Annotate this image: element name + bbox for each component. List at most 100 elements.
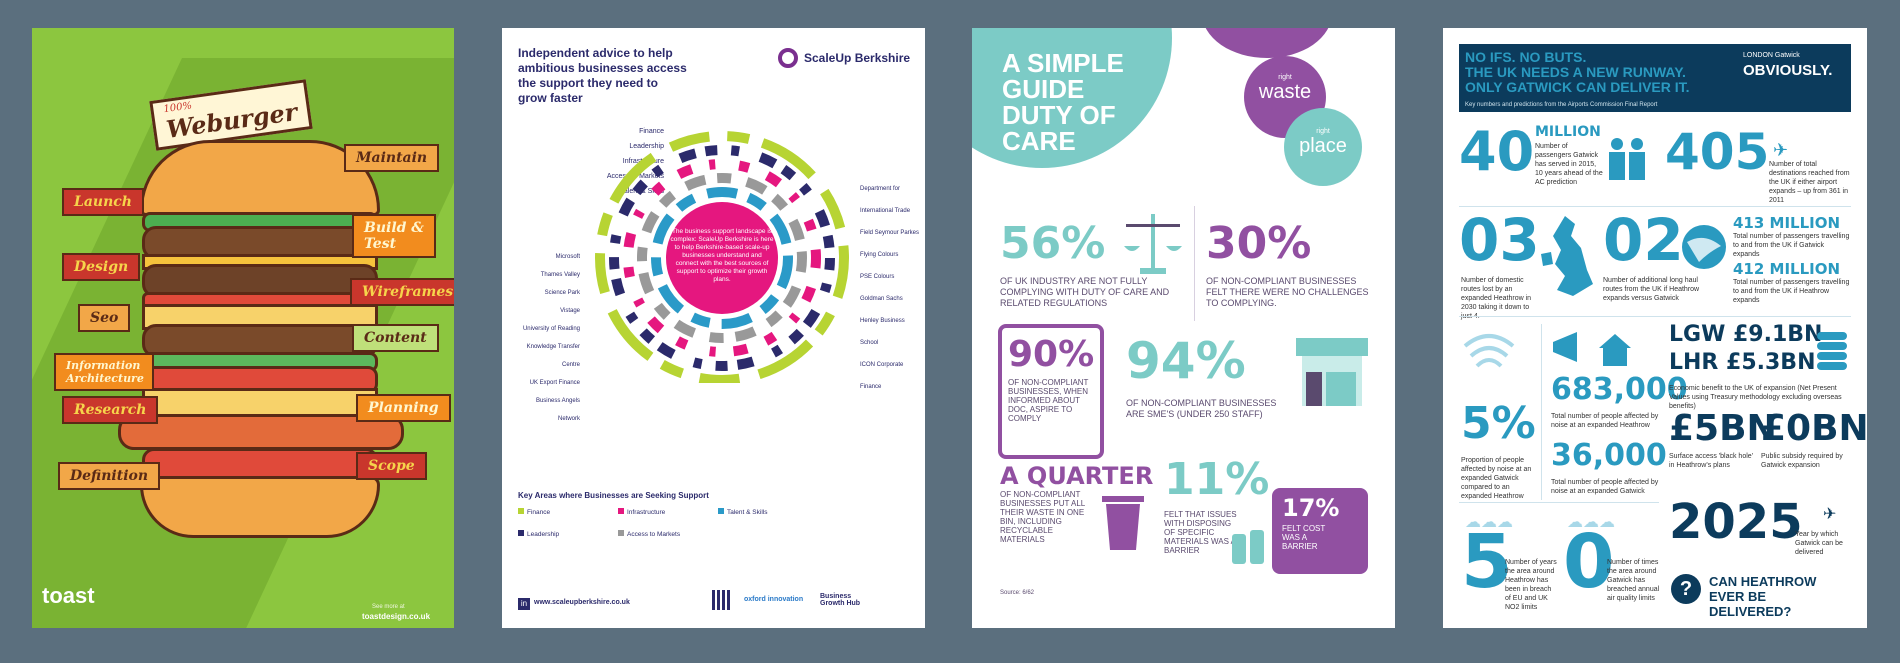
row-label: Finance [639, 128, 664, 135]
org-label: PSE Colours [860, 274, 895, 280]
org-label: UK Export Finance [529, 380, 580, 386]
stat-405-text: Number of total destinations reached fro… [1769, 161, 1850, 204]
clouds-icon: ☁☁☁ [1465, 514, 1513, 531]
right-org-labels: Department for International Trade Field… [860, 178, 920, 398]
row-label: Leadership [629, 143, 664, 150]
partner-oxford: oxford innovation [744, 596, 804, 603]
megaphone-house-icon [1553, 332, 1631, 366]
headline-line: THE UK NEEDS A NEW RUNWAY. [1465, 64, 1686, 80]
ring-finance [595, 131, 849, 383]
circle-big: place [1299, 135, 1347, 157]
title-line: DUTY OF [1002, 100, 1116, 130]
tag-planning: Planning [356, 394, 451, 422]
headline: NO IFS. NO BUTS. THE UK NEEDS A NEW RUNW… [1465, 50, 1690, 95]
org-label: Microsoft [555, 254, 580, 260]
headline-line: ONLY GATWICK CAN DELIVER IT. [1465, 79, 1690, 95]
circle-big: waste [1258, 81, 1312, 103]
qr-code-icon [712, 590, 732, 610]
tag-maintain: Maintain [344, 144, 440, 172]
guide-title: A SIMPLE GUIDE DUTY OF CARE [1002, 50, 1124, 154]
legend-swatch [518, 508, 524, 514]
tag-launch: Launch [62, 188, 144, 216]
stat-90-percent: 90% [1008, 334, 1095, 375]
right-place-circle: right place [1284, 108, 1362, 186]
stat-17-percent: 17% [1282, 494, 1340, 522]
footer-site[interactable]: toastdesign.co.uk [362, 612, 431, 621]
stat-56-percent: 56% [1000, 218, 1106, 269]
stat-413m: 413 MILLION [1733, 214, 1841, 232]
stat-5bn: £5BN [1669, 408, 1777, 449]
globe-icon [1682, 225, 1726, 269]
divider [1459, 316, 1851, 317]
tag-seo: Seo [78, 304, 131, 332]
org-label: Department for International Trade [860, 186, 911, 214]
legend-swatch [718, 508, 724, 514]
center-text: The business support landscape is comple… [670, 228, 774, 283]
brand-small: LONDON Gatwick [1743, 52, 1800, 59]
tag-definition: Definition [58, 462, 161, 490]
stat-03: 03 [1459, 206, 1540, 274]
stat-5bn-text: Surface access 'black hole' in Heathrow'… [1669, 453, 1753, 469]
scales-icon [1124, 214, 1182, 274]
bottles-icon [1232, 530, 1264, 564]
wallet-icon [1272, 488, 1368, 574]
stat-0bn: £0BN [1761, 408, 1867, 449]
stat-11-percent: 11% [1164, 454, 1270, 505]
divider [1541, 324, 1542, 500]
lhr-benefit: LHR £5.3BN [1669, 350, 1816, 375]
stat-02-text: Number of additional long haul routes fr… [1603, 277, 1700, 302]
org-label: Business Angels Network [535, 398, 580, 422]
ring-markets [637, 173, 807, 343]
ring-talent [651, 187, 793, 329]
title-line: CARE [1002, 126, 1076, 156]
legend-label: Infrastructure [627, 509, 666, 516]
legend-leadership: Leadership [518, 530, 559, 538]
brand-name: ScaleUp Berkshire [804, 51, 911, 65]
website-link[interactable]: www.scaleupberkshire.co.uk [534, 599, 630, 606]
title-line: GUIDE [1002, 74, 1085, 104]
tag-content: Content [352, 324, 439, 352]
stat-30-percent: 30% [1206, 218, 1312, 269]
scaleup-logo-icon [778, 48, 798, 68]
stat-02: 02 [1603, 206, 1684, 274]
stat-40: 40 [1459, 120, 1535, 183]
lgw-benefit: LGW £9.1BN [1669, 322, 1823, 347]
question-icon: ? [1671, 574, 1701, 604]
legend-label: Finance [527, 509, 551, 516]
stat-5-years-text: Number of years the area around Heathrow… [1505, 559, 1557, 611]
stat-36000-text: Total number of people affected by noise… [1551, 479, 1659, 495]
wifi-noise-icon [1463, 334, 1515, 368]
tag-research: Research [62, 396, 159, 424]
duty-of-care-poster: A SIMPLE GUIDE DUTY OF CARE right waste … [972, 28, 1395, 628]
ring-infrastructure [623, 159, 821, 357]
tag-wireframes: Wireframes [350, 278, 454, 306]
circle-small: right [1316, 128, 1330, 135]
stat-5-percent-text: Proportion of people affected by noise a… [1461, 457, 1532, 500]
legend-swatch [618, 508, 624, 514]
stat-413m-text: Total number of passengers travelling to… [1733, 233, 1850, 258]
header-banner [1459, 44, 1851, 112]
org-label: Thames Valley Science Park [540, 272, 580, 296]
stat-683000: 683,000 [1551, 372, 1688, 407]
stat-0bn-text: Public subsidy required by Gatwick expan… [1761, 453, 1843, 469]
coins-icon [1817, 332, 1847, 370]
purple-top-circle [1202, 28, 1332, 58]
org-label: Henley Business School [860, 318, 905, 346]
legend-label: Leadership [527, 531, 560, 538]
plane-icon: ✈ [1773, 140, 1789, 160]
legend-title: Key Areas where Businesses are Seeking S… [518, 491, 709, 500]
stat-17-text: FELT COST WAS A BARRIER [1282, 524, 1326, 551]
stat-40-text: Number of passengers Gatwick has served … [1535, 143, 1603, 186]
legend-swatch [618, 530, 624, 536]
legend-talent: Talent & Skills [718, 508, 767, 516]
stat-30-text: OF NON-COMPLIANT BUSINESSES FELT THERE W… [1206, 276, 1369, 308]
weburger-poster: 100% Weburger Launch Design Seo Informat… [32, 28, 454, 628]
left-org-labels: Microsoft Thames Valley Science Park Vis… [522, 248, 580, 428]
footer-small: See more at [372, 604, 405, 610]
people-icon [1609, 138, 1645, 180]
tag-build-test: Build & Test [352, 214, 436, 258]
stat-03-text: Number of domestic routes lost by an exp… [1461, 277, 1532, 320]
stat-0-times: 0 [1563, 519, 1615, 605]
clipboard-frame [998, 324, 1104, 459]
linkedin-icon[interactable]: in [518, 598, 530, 610]
